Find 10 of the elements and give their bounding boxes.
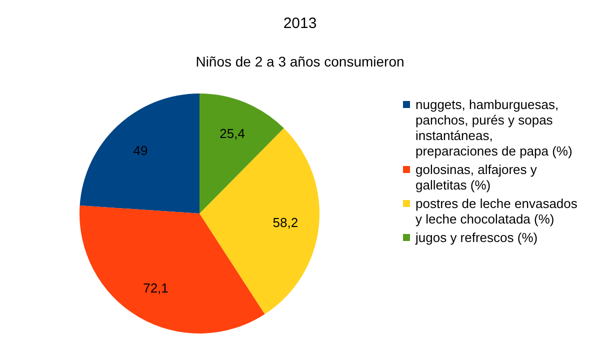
- legend-label: nuggets, hamburguesas, panchos, purés y sopas instantáneas, preparaciones de papa (%): [416, 97, 572, 158]
- data-label: 25,4: [220, 126, 245, 142]
- data-label: 72,1: [143, 280, 168, 296]
- data-label: 49: [133, 142, 148, 158]
- legend-label: postres de leche envasados y leche chocolatada (%): [416, 196, 578, 226]
- chart-subtitle: Niños de 2 a 3 años consumieron: [196, 54, 404, 70]
- legend-label: golosinas, alfajores y galletitas (%): [416, 162, 538, 192]
- legend-label: jugos y refrescos (%): [414, 230, 538, 245]
- chart-title: 2013: [283, 15, 317, 32]
- data-label: 58,2: [272, 214, 298, 230]
